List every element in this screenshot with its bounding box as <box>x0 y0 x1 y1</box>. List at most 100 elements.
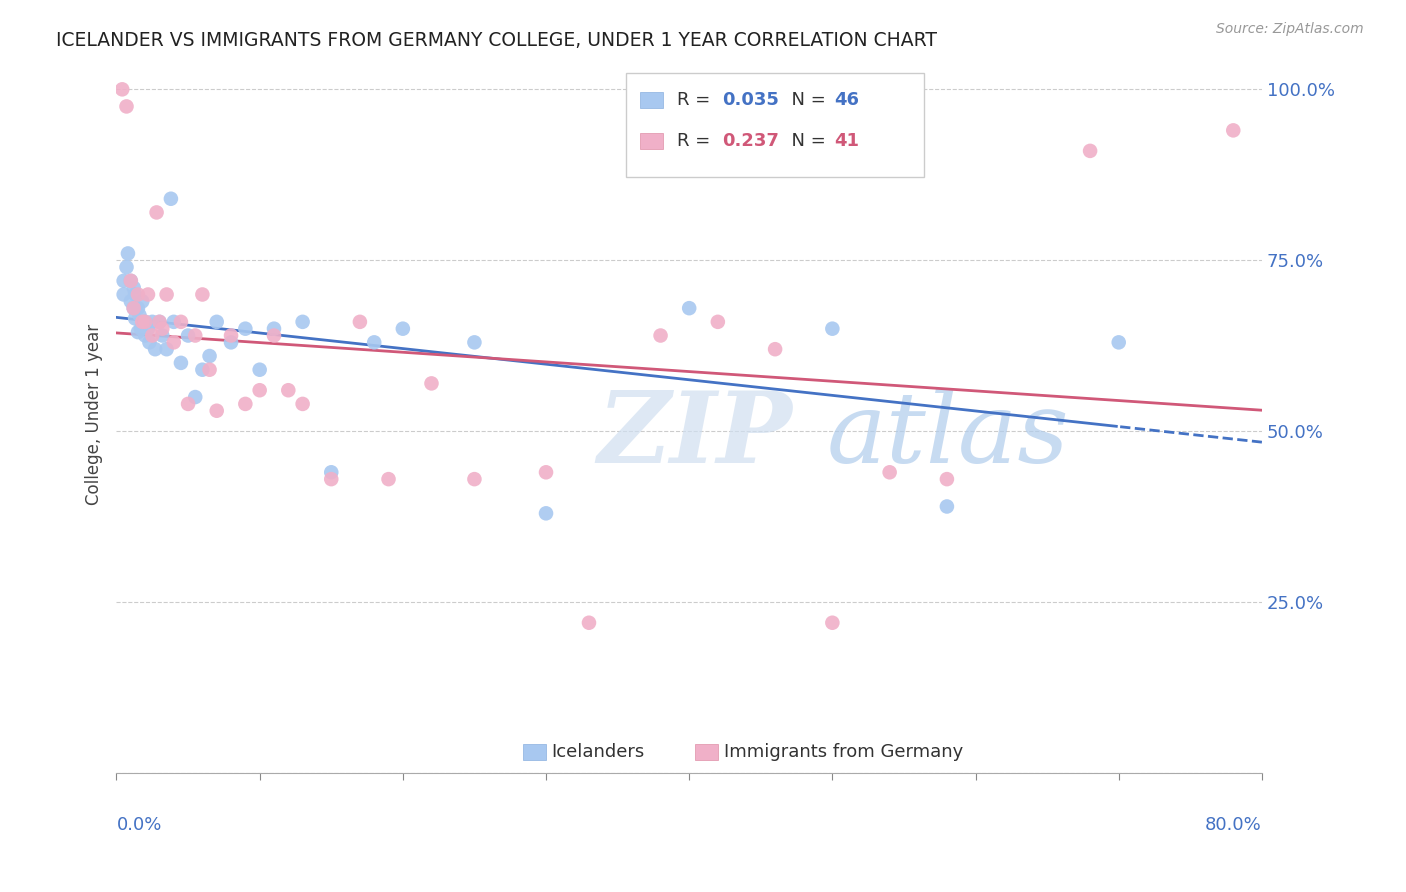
Point <box>120 274 142 288</box>
Point <box>134 315 156 329</box>
Text: R =: R = <box>676 91 716 110</box>
Point <box>155 342 177 356</box>
Point <box>177 397 200 411</box>
Point <box>120 294 142 309</box>
Point <box>935 500 957 514</box>
Y-axis label: College, Under 1 year: College, Under 1 year <box>86 324 103 505</box>
Point <box>291 315 314 329</box>
Point <box>1222 123 1244 137</box>
Point <box>235 397 257 411</box>
Point <box>879 465 901 479</box>
Point <box>127 325 149 339</box>
Point <box>138 335 160 350</box>
Point <box>177 328 200 343</box>
Point <box>134 328 156 343</box>
Point <box>219 335 242 350</box>
Point <box>129 321 152 335</box>
Point <box>115 260 138 274</box>
Text: atlas: atlas <box>827 388 1070 483</box>
Text: N =: N = <box>780 132 831 151</box>
Point <box>219 328 242 343</box>
Point <box>148 315 170 329</box>
Text: 41: 41 <box>835 132 859 151</box>
Text: 46: 46 <box>835 91 859 110</box>
Point <box>263 328 285 343</box>
Point <box>1108 335 1130 350</box>
Point <box>392 321 415 335</box>
Point <box>249 362 271 376</box>
Point <box>321 472 343 486</box>
Text: Source: ZipAtlas.com: Source: ZipAtlas.com <box>1216 22 1364 37</box>
FancyBboxPatch shape <box>695 745 718 760</box>
Text: 0.0%: 0.0% <box>117 816 162 834</box>
Text: ICELANDER VS IMMIGRANTS FROM GERMANY COLLEGE, UNDER 1 YEAR CORRELATION CHART: ICELANDER VS IMMIGRANTS FROM GERMANY COL… <box>56 31 938 50</box>
Point <box>136 321 159 335</box>
Point <box>122 301 145 315</box>
Point <box>235 321 257 335</box>
Point <box>291 397 314 411</box>
Point <box>163 315 186 329</box>
Point <box>141 315 163 329</box>
Point <box>122 280 145 294</box>
Point <box>124 311 146 326</box>
Text: N =: N = <box>780 91 831 110</box>
Point <box>148 315 170 329</box>
Point <box>131 315 153 329</box>
Point <box>160 192 183 206</box>
Point <box>150 321 173 335</box>
Point <box>205 403 228 417</box>
FancyBboxPatch shape <box>626 73 924 178</box>
Point <box>150 328 173 343</box>
Text: R =: R = <box>676 132 716 151</box>
Point <box>198 362 221 376</box>
Point <box>578 615 600 630</box>
Point <box>263 321 285 335</box>
Point <box>650 328 672 343</box>
Text: Icelanders: Icelanders <box>551 743 645 762</box>
Point <box>134 315 156 329</box>
Text: 0.035: 0.035 <box>723 91 779 110</box>
Point <box>363 335 385 350</box>
Point <box>112 274 135 288</box>
Point <box>249 383 271 397</box>
Text: 0.237: 0.237 <box>723 132 779 151</box>
Point <box>184 328 207 343</box>
FancyBboxPatch shape <box>523 745 546 760</box>
Point <box>128 308 150 322</box>
Point <box>763 342 786 356</box>
FancyBboxPatch shape <box>640 93 662 108</box>
Point <box>163 335 186 350</box>
Point <box>678 301 700 315</box>
FancyBboxPatch shape <box>640 134 662 149</box>
Point <box>155 287 177 301</box>
Point <box>143 342 166 356</box>
Point <box>191 287 214 301</box>
Point <box>115 99 138 113</box>
Point <box>117 246 139 260</box>
Point <box>111 82 134 96</box>
Point <box>534 465 557 479</box>
Point <box>120 274 142 288</box>
Point <box>112 287 135 301</box>
Point <box>821 615 844 630</box>
Point <box>349 315 371 329</box>
Point <box>191 362 214 376</box>
Point <box>136 287 159 301</box>
Point <box>707 315 730 329</box>
Point <box>463 472 485 486</box>
Point <box>277 383 299 397</box>
Point <box>131 294 153 309</box>
Point <box>821 321 844 335</box>
Point <box>1078 144 1101 158</box>
Point <box>124 287 146 301</box>
Point <box>321 465 343 479</box>
Text: 80.0%: 80.0% <box>1205 816 1263 834</box>
Point <box>198 349 221 363</box>
Point <box>377 472 399 486</box>
Text: ZIP: ZIP <box>598 387 793 484</box>
Point <box>127 287 149 301</box>
Point <box>145 205 167 219</box>
Point <box>170 315 193 329</box>
Point <box>463 335 485 350</box>
Point <box>534 506 557 520</box>
